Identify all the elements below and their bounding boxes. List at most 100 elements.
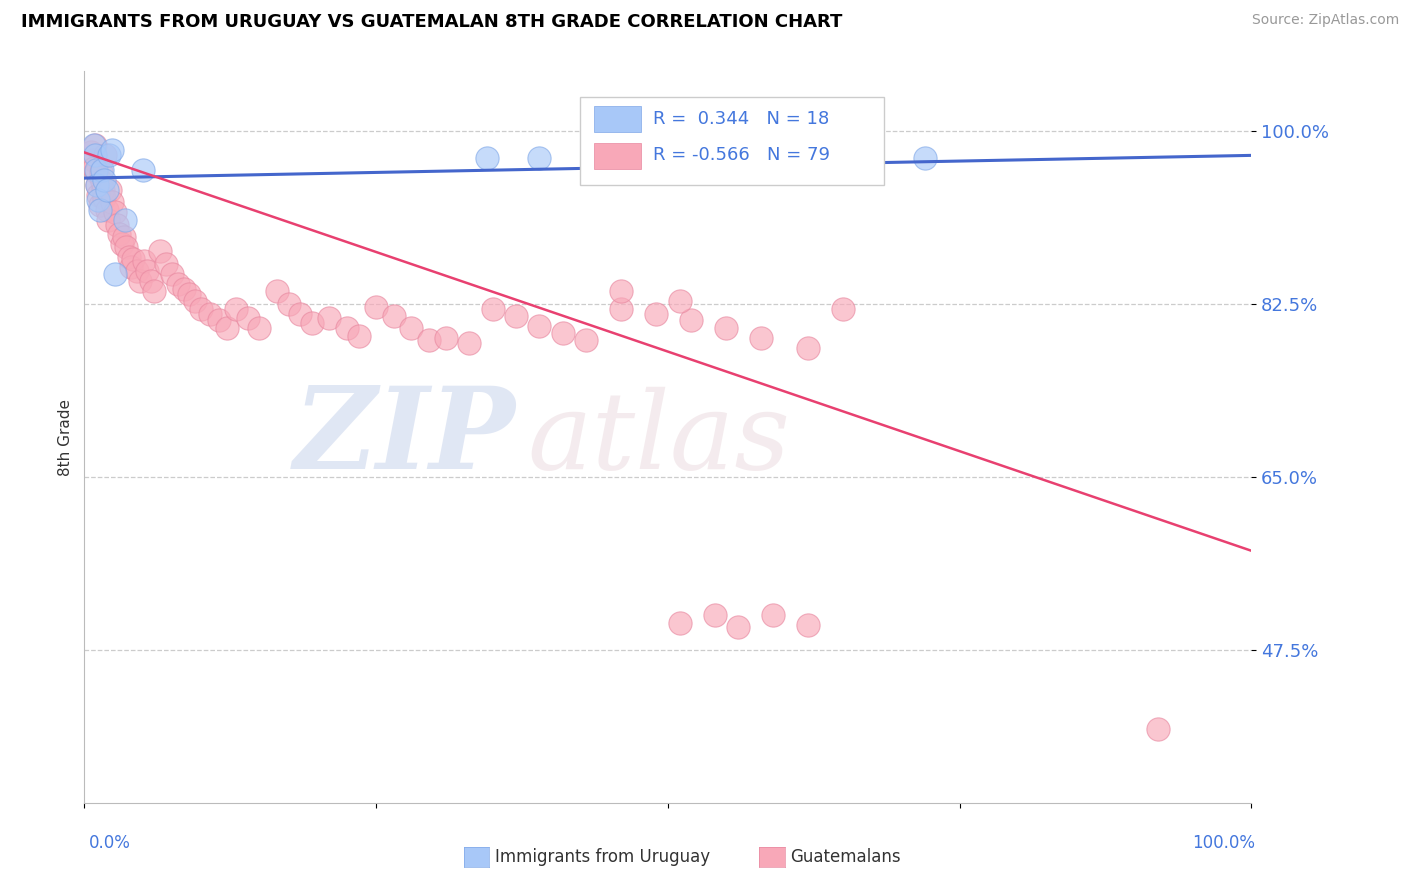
Point [101,194,124,209]
Point [336,321,359,335]
Point [96,183,118,197]
Point [382,310,405,324]
Point [914,152,936,166]
Point [668,615,690,630]
Point [86,178,108,192]
Point [236,311,259,326]
Point [458,336,481,351]
Point [91,183,114,197]
Point [104,267,127,281]
Point [149,244,172,259]
Text: IMMIGRANTS FROM URUGUAY VS GUATEMALAN 8TH GRADE CORRELATION CHART: IMMIGRANTS FROM URUGUAY VS GUATEMALAN 8T… [21,13,842,31]
Point [610,284,633,298]
Point [118,250,141,264]
Point [277,296,299,310]
Point [797,152,820,166]
Point [155,257,177,271]
Point [86,178,108,192]
Point [112,230,135,244]
Point [762,607,785,622]
Point [90,163,112,178]
Point [83,138,105,153]
Point [575,333,598,347]
Point [366,300,388,314]
Point [96,202,118,217]
Y-axis label: 8th Grade: 8th Grade [58,399,73,475]
Point [93,191,115,205]
Point [247,321,270,335]
Point [160,267,183,281]
Point [98,183,121,197]
Point [179,286,201,301]
Point [87,188,110,202]
Point [97,148,120,162]
Point [200,306,222,320]
FancyBboxPatch shape [581,97,884,185]
Point [90,175,112,189]
Point [87,193,110,207]
Point [120,260,142,274]
Point [475,152,498,166]
Point [83,138,105,153]
Point [645,306,668,320]
Point [832,301,855,316]
Point [190,301,212,316]
Point [301,317,323,331]
Point [529,152,551,166]
Point [122,252,145,267]
Point [111,237,134,252]
Text: Guatemalans: Guatemalans [790,848,901,866]
Point [418,333,440,347]
Point [610,301,633,316]
Point [94,148,117,162]
Text: atlas: atlas [527,386,790,491]
Point [93,173,115,187]
Point [114,212,136,227]
Point [434,331,457,345]
Point [681,313,703,327]
Point [749,331,772,345]
Point [797,341,820,355]
Point [82,153,104,168]
Point [716,321,738,335]
Text: R =  0.344   N = 18: R = 0.344 N = 18 [652,110,830,128]
Point [97,212,120,227]
Point [90,165,112,179]
Text: Immigrants from Uruguay: Immigrants from Uruguay [495,848,710,866]
Point [551,326,574,341]
Text: ZIP: ZIP [294,382,516,492]
Bar [595,143,641,169]
Point [125,264,148,278]
Point [318,311,340,326]
Point [108,227,131,242]
Point [104,204,127,219]
Point [347,329,370,343]
Point [143,284,166,298]
Point [505,310,527,324]
Text: Source: ZipAtlas.com: Source: ZipAtlas.com [1251,13,1399,28]
Point [207,313,229,327]
Point [166,277,188,291]
Point [184,293,207,308]
Point [797,618,820,632]
Point [83,161,105,176]
Point [80,145,103,160]
Point [481,301,505,316]
Point [84,165,107,179]
Point [132,254,155,268]
Point [129,274,152,288]
Bar [595,106,641,132]
Text: 0.0%: 0.0% [89,834,131,852]
Point [1147,722,1170,736]
Point [215,321,238,335]
Point [83,148,105,162]
Point [703,607,725,622]
Point [225,301,247,316]
Text: R = -0.566   N = 79: R = -0.566 N = 79 [652,146,830,164]
Point [529,319,551,334]
Point [136,264,159,278]
Text: 100.0%: 100.0% [1192,834,1256,852]
Point [139,274,162,288]
Point [668,293,690,308]
Point [290,306,312,320]
